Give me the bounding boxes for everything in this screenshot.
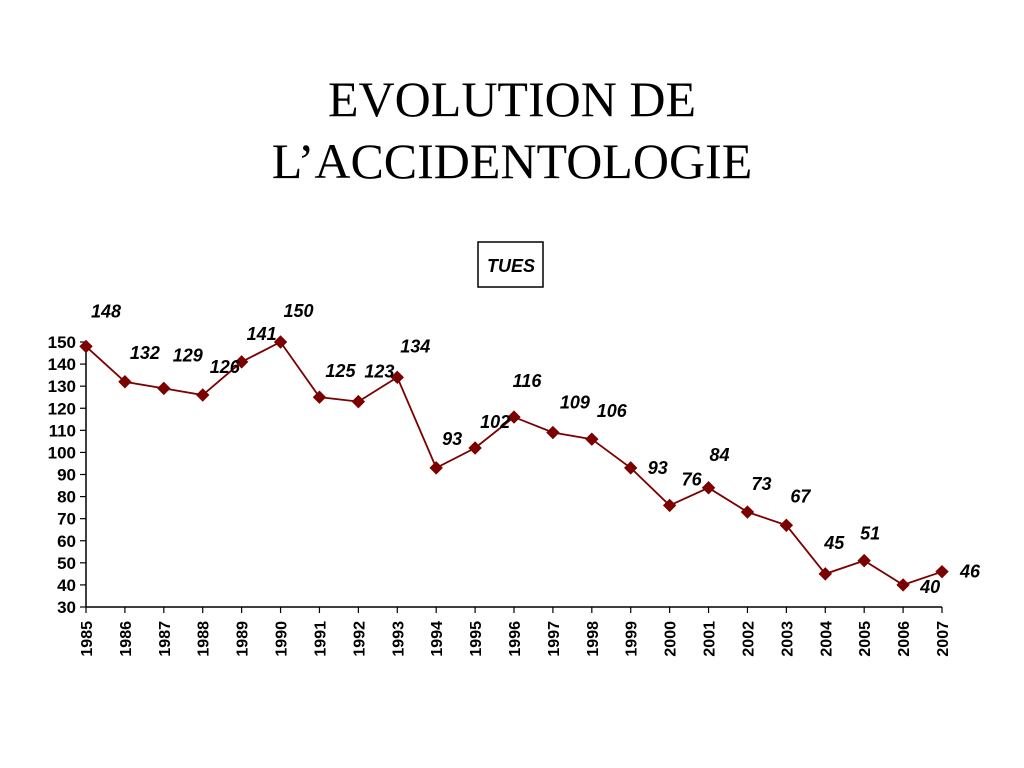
- x-tick-label: 1998: [585, 621, 602, 657]
- data-point: [79, 339, 93, 354]
- data-point: [585, 432, 599, 446]
- y-tick-label: 90: [57, 466, 76, 485]
- x-tick-label: 1997: [546, 621, 563, 657]
- y-tick-label: 80: [57, 488, 76, 507]
- data-point: [935, 564, 949, 579]
- x-tick-label: 2001: [702, 621, 719, 657]
- y-tick-label: 150: [48, 333, 76, 352]
- y-tick-label: 50: [57, 554, 76, 573]
- x-tick-label: 2000: [663, 621, 680, 657]
- x-tick-label: 1992: [351, 621, 368, 657]
- x-tick-label: 1988: [196, 621, 213, 657]
- data-point: [740, 505, 755, 519]
- data-label: 73: [751, 474, 771, 494]
- data-label: 46: [959, 562, 981, 582]
- data-point: [546, 425, 560, 440]
- x-tick-label: 1991: [312, 621, 329, 657]
- data-point: [429, 461, 443, 475]
- data-point: [662, 498, 677, 513]
- x-tick-label: 1993: [390, 621, 407, 657]
- x-tick-label: 2006: [896, 621, 913, 657]
- chart-title-box: [477, 241, 544, 288]
- x-tick-label: 1995: [468, 621, 485, 657]
- data-point: [507, 410, 521, 424]
- x-tick-label: 2007: [935, 621, 952, 657]
- data-label: 148: [91, 301, 121, 321]
- data-point: [196, 388, 210, 402]
- x-tick-label: 2004: [818, 621, 835, 657]
- data-point: [157, 381, 171, 396]
- y-tick-label: 140: [48, 355, 76, 374]
- data-point: [857, 553, 871, 568]
- title-line-1: EVOLUTION DE: [328, 71, 696, 127]
- y-tick-label: 130: [48, 377, 76, 396]
- y-tick-label: 30: [57, 598, 76, 617]
- data-label: 51: [860, 524, 880, 544]
- data-label: 141: [247, 324, 277, 344]
- data-point: [312, 390, 327, 404]
- data-point: [896, 578, 910, 592]
- data-label: 102: [480, 412, 510, 432]
- data-label: 45: [823, 533, 845, 553]
- data-label: 76: [682, 469, 703, 489]
- data-label: 67: [790, 486, 811, 506]
- y-tick-label: 100: [48, 443, 76, 462]
- chart-title: TUES: [487, 256, 535, 276]
- data-label: 129: [173, 345, 203, 365]
- x-tick-label: 1986: [118, 621, 135, 657]
- y-tick-label: 60: [57, 532, 76, 551]
- x-tick-label: 2003: [779, 621, 796, 657]
- data-label: 134: [400, 336, 430, 356]
- data-point: [351, 394, 366, 409]
- data-label: 123: [364, 362, 394, 382]
- x-tick-label: 1987: [157, 621, 174, 657]
- data-label: 106: [597, 401, 628, 421]
- data-label: 116: [513, 371, 543, 391]
- data-label: 40: [919, 577, 940, 597]
- data-point: [118, 375, 132, 389]
- data-label: 125: [325, 361, 356, 381]
- y-tick-label: 120: [48, 399, 76, 418]
- x-tick-label: 1985: [79, 621, 96, 657]
- x-tick-label: 2005: [857, 621, 874, 657]
- data-label: 109: [560, 393, 590, 413]
- x-tick-label: 1994: [429, 621, 446, 657]
- x-tick-label: 1989: [235, 621, 252, 657]
- data-label: 93: [442, 429, 462, 449]
- y-tick-label: 110: [49, 421, 76, 440]
- title-line-2: L’ACCIDENTOLOGIE: [271, 133, 753, 189]
- x-tick-label: 2002: [740, 621, 757, 657]
- data-point: [390, 370, 404, 385]
- x-tick-label: 1996: [507, 621, 524, 657]
- y-tick-label: 70: [57, 510, 76, 529]
- data-point: [701, 481, 716, 495]
- data-label: 93: [648, 458, 668, 478]
- slide-title: EVOLUTION DE L’ACCIDENTOLOGIE: [0, 68, 1024, 192]
- x-tick-label: 1990: [274, 621, 291, 657]
- x-tick-label: 1999: [624, 621, 641, 657]
- data-label: 126: [210, 357, 241, 377]
- data-label: 132: [130, 343, 160, 363]
- data-point: [624, 461, 638, 475]
- y-tick-label: 40: [57, 576, 76, 595]
- data-point: [234, 355, 249, 369]
- data-point: [818, 567, 832, 581]
- data-label: 150: [284, 301, 314, 321]
- data-point: [273, 335, 288, 349]
- data-point: [468, 441, 482, 455]
- data-label: 84: [710, 445, 730, 465]
- data-point: [779, 518, 794, 532]
